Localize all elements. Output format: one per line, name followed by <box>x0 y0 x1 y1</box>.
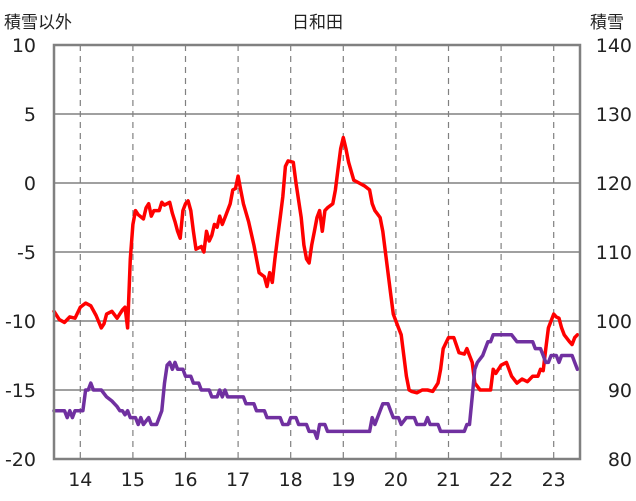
x-tick-label: 22 <box>489 469 513 491</box>
left-y-axis: 10 5 0 -5 -10 -15 -20 <box>5 35 36 471</box>
right-y-axis: 140 130 120 110 100 90 80 <box>596 35 632 471</box>
x-tick-label: 14 <box>68 469 92 491</box>
series-line-1 <box>52 135 580 395</box>
left-tick-label: 0 <box>24 173 36 195</box>
x-tick-label: 21 <box>436 469 460 491</box>
right-tick-label: 140 <box>596 35 632 57</box>
left-tick-label: -20 <box>5 449 36 471</box>
right-tick-label: 90 <box>608 380 632 402</box>
grid-lines <box>54 45 580 459</box>
x-tick-label: 18 <box>279 469 303 491</box>
x-tick-label: 23 <box>542 469 566 491</box>
right-tick-label: 100 <box>596 311 632 333</box>
series-line-2 <box>52 333 580 441</box>
right-tick-label: 110 <box>596 242 632 264</box>
right-tick-label: 80 <box>608 449 632 471</box>
x-tick-label: 19 <box>331 469 355 491</box>
right-tick-label: 120 <box>596 173 632 195</box>
x-tick-label: 17 <box>226 469 250 491</box>
left-axis-label: 積雪以外 <box>4 13 72 33</box>
left-tick-label: -10 <box>5 311 36 333</box>
right-axis-label: 積雪 <box>590 13 624 33</box>
series-group <box>52 135 580 441</box>
chart-title: 日和田 <box>292 13 343 33</box>
x-axis: 14 15 16 17 18 19 20 21 22 23 <box>68 469 566 491</box>
x-tick-label: 16 <box>173 469 197 491</box>
left-tick-label: -15 <box>5 380 36 402</box>
left-tick-label: 10 <box>12 35 36 57</box>
left-tick-label: 5 <box>24 104 36 126</box>
x-tick-label: 15 <box>121 469 145 491</box>
plot-frame <box>52 43 582 461</box>
x-tick-label: 20 <box>384 469 408 491</box>
right-tick-label: 130 <box>596 104 632 126</box>
left-tick-label: -5 <box>17 242 36 264</box>
